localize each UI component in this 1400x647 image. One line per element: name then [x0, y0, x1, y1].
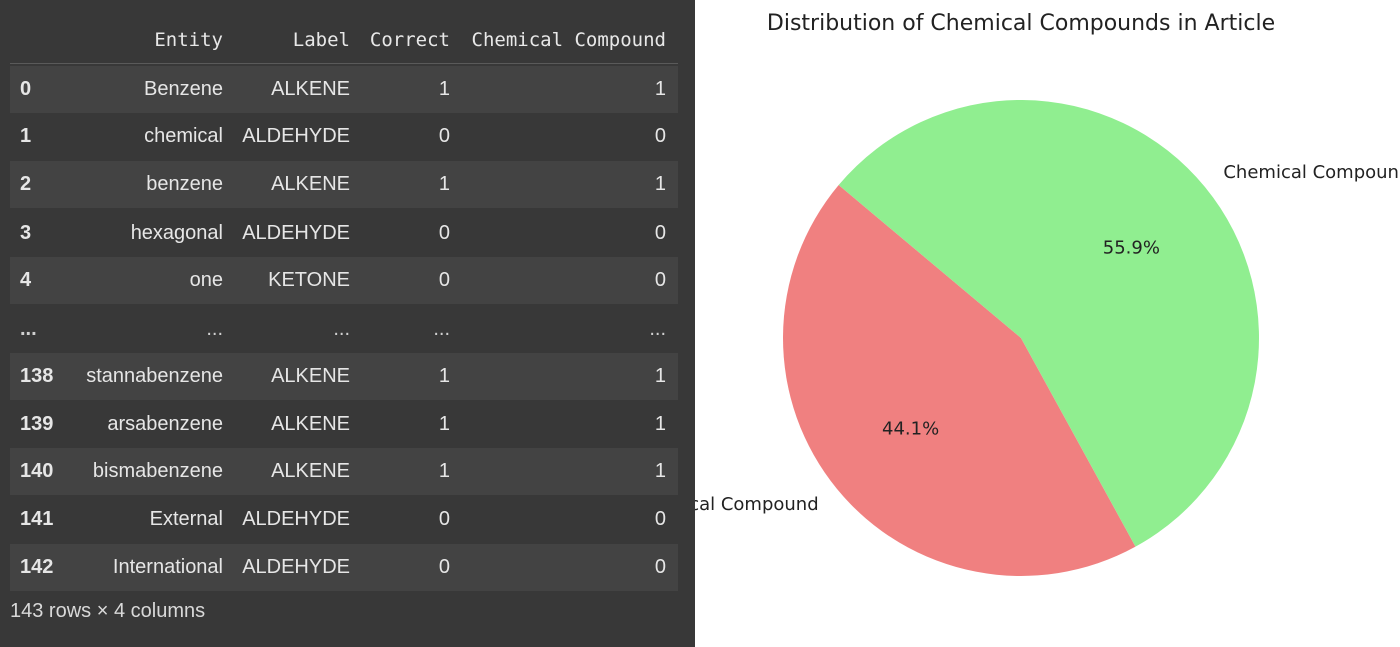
- cell-chemical-compound: 0: [654, 556, 666, 578]
- table-row: 142 International ALDEHYDE 0 0: [10, 544, 678, 591]
- cell-label: ALKENE: [271, 78, 350, 100]
- cell-chemical-compound: 1: [654, 78, 666, 100]
- dataframe-shape-footer: 143 rows × 4 columns: [10, 600, 206, 622]
- cell-chemical-compound: 0: [654, 222, 666, 244]
- cell-entity: External: [149, 508, 223, 530]
- cell-label: ALKENE: [271, 173, 350, 195]
- row-index: 0: [20, 78, 32, 100]
- cell-correct: 1: [438, 413, 450, 435]
- cell-label: ALKENE: [271, 413, 350, 435]
- cell-entity: ...: [206, 318, 223, 340]
- cell-entity: Benzene: [144, 78, 223, 100]
- table-row: 1 chemical ALDEHYDE 0 0: [10, 113, 678, 160]
- table-row: 4 one KETONE 0 0: [10, 257, 678, 304]
- pie-slices-group: [782, 100, 1259, 577]
- cell-correct: 1: [438, 78, 450, 100]
- row-index: 2: [20, 173, 32, 195]
- column-header-correct: Correct: [369, 29, 450, 51]
- cell-correct: 1: [438, 365, 450, 387]
- table-row: 2 benzene ALKENE 1 1: [10, 161, 678, 208]
- cell-chemical-compound: 1: [654, 460, 666, 482]
- table-row: 139 arsabenzene ALKENE 1 1: [10, 401, 678, 448]
- chart-panel: Distribution of Chemical Compounds in Ar…: [695, 0, 1400, 647]
- cell-correct: ...: [433, 318, 450, 340]
- row-index: 138: [20, 365, 54, 387]
- cell-chemical-compound: ...: [649, 318, 666, 340]
- column-header-label: Label: [292, 29, 350, 51]
- cell-entity: stannabenzene: [86, 365, 223, 387]
- row-index: 1: [20, 125, 32, 147]
- row-index: 142: [20, 556, 54, 578]
- cell-correct: 0: [438, 269, 450, 291]
- cell-chemical-compound: 0: [654, 269, 666, 291]
- column-header-chemical-compound: Chemical Compound: [471, 29, 666, 51]
- row-index: 140: [20, 460, 54, 482]
- pie-percent-label: 44.1%: [882, 419, 939, 440]
- table-row: 141 External ALDEHYDE 0 0: [10, 496, 678, 543]
- pie-category-label: Not a Chemical Compound: [695, 494, 819, 515]
- cell-label: ALKENE: [271, 460, 350, 482]
- cell-entity: one: [189, 269, 223, 291]
- cell-correct: 0: [438, 222, 450, 244]
- cell-entity: arsabenzene: [107, 413, 223, 435]
- row-index: ...: [20, 318, 37, 340]
- row-index: 4: [20, 269, 32, 291]
- cell-label: ...: [333, 318, 350, 340]
- cell-chemical-compound: 0: [654, 125, 666, 147]
- cell-entity: hexagonal: [130, 222, 223, 244]
- cell-entity: bismabenzene: [92, 460, 223, 482]
- table-row: 138 stannabenzene ALKENE 1 1: [10, 353, 678, 400]
- cell-entity: chemical: [144, 125, 223, 147]
- cell-entity: benzene: [146, 173, 223, 195]
- row-index: 141: [20, 508, 54, 530]
- cell-chemical-compound: 1: [654, 365, 666, 387]
- row-index: 139: [20, 413, 54, 435]
- pie-percent-label: 55.9%: [1103, 237, 1160, 258]
- pie-slice-not-a-chemical-compound: [782, 185, 1136, 577]
- cell-correct: 1: [438, 460, 450, 482]
- chart-title: Distribution of Chemical Compounds in Ar…: [767, 11, 1275, 36]
- cell-label: ALDEHYDE: [242, 125, 350, 147]
- cell-chemical-compound: 0: [654, 508, 666, 530]
- table-row: 140 bismabenzene ALKENE 1 1: [10, 448, 678, 495]
- row-index: 3: [20, 222, 32, 244]
- dataframe-header-row: Entity Label Correct Chemical Compound: [10, 17, 678, 64]
- cell-label: ALDEHYDE: [242, 222, 350, 244]
- cell-entity: International: [112, 556, 223, 578]
- table-row: 3 hexagonal ALDEHYDE 0 0: [10, 210, 678, 257]
- dataframe-panel: Entity Label Correct Chemical Compound 0…: [0, 0, 695, 647]
- column-header-entity: Entity: [154, 29, 223, 51]
- cell-chemical-compound: 1: [654, 413, 666, 435]
- cell-label: ALDEHYDE: [242, 508, 350, 530]
- cell-label: KETONE: [268, 269, 350, 291]
- cell-correct: 1: [438, 173, 450, 195]
- pie-slice-chemical-compound: [838, 100, 1259, 547]
- cell-correct: 0: [438, 556, 450, 578]
- table-row-ellipsis: ... ... ... ... ...: [10, 306, 678, 353]
- pie-category-label: Chemical Compound: [1223, 162, 1400, 183]
- pie-chart: Distribution of Chemical Compounds in Ar…: [695, 11, 1400, 577]
- cell-correct: 0: [438, 125, 450, 147]
- pie-labels-group: 44.1% Not a Chemical Compound 55.9% Chemica…: [695, 162, 1400, 515]
- cell-chemical-compound: 1: [654, 173, 666, 195]
- cell-label: ALKENE: [271, 365, 350, 387]
- cell-label: ALDEHYDE: [242, 556, 350, 578]
- cell-correct: 0: [438, 508, 450, 530]
- table-row: 0 Benzene ALKENE 1 1: [10, 66, 678, 113]
